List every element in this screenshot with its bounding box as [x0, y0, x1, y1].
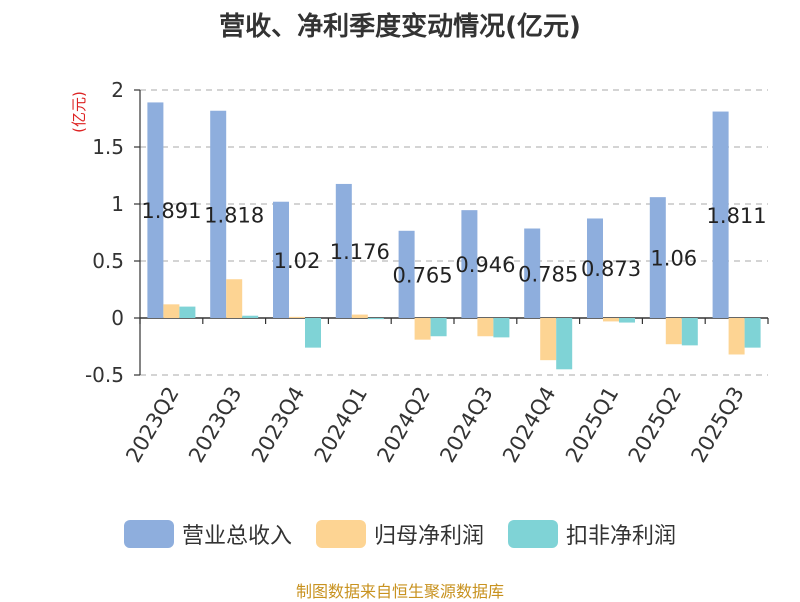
legend: 营业总收入 归母净利润 扣非净利润	[0, 518, 800, 550]
bar-2025Q1-营业总收入	[587, 218, 603, 318]
x-tick-label: 2025Q3	[686, 383, 748, 467]
data-label: 0.946	[455, 253, 515, 277]
bar-2024Q1-扣非净利润	[367, 318, 384, 320]
bar-2023Q3-归母净利润	[226, 279, 243, 318]
bar-2024Q3-扣非净利润	[493, 318, 510, 338]
bar-2024Q3-营业总收入	[461, 210, 478, 318]
bar-layer	[147, 102, 761, 370]
data-label: 1.891	[141, 199, 201, 223]
y-tick-label: 0.5	[92, 249, 124, 273]
data-label: 1.811	[707, 204, 767, 228]
bar-2025Q1-扣非净利润	[619, 318, 635, 323]
bar-2024Q1-营业总收入	[335, 183, 352, 318]
data-label: 1.06	[650, 247, 697, 271]
legend-label: 扣非净利润	[566, 524, 677, 549]
source-note: 制图数据来自恒生聚源数据库	[295, 582, 504, 601]
y-tick-label: -0.5	[85, 363, 124, 387]
x-tick-label: 2023Q2	[121, 383, 183, 467]
bar-2025Q2-扣非净利润	[681, 318, 698, 346]
x-tick-label: 2024Q3	[435, 383, 497, 467]
x-tick-label: 2024Q4	[498, 383, 560, 467]
y-axis-unit-label: (亿元)	[70, 91, 88, 133]
bar-2023Q4-营业总收入	[273, 201, 289, 318]
chart-title: 营收、净利季度变动情况(亿元)	[219, 12, 581, 42]
bar-2024Q2-扣非净利润	[430, 318, 447, 337]
legend-item[interactable]: 扣非净利润	[508, 518, 676, 550]
y-tick-label: 1	[111, 192, 124, 216]
data-label: 1.176	[330, 240, 390, 264]
y-tick-label: 1.5	[92, 135, 124, 159]
legend-swatch	[508, 520, 558, 548]
bar-2024Q2-归母净利润	[414, 318, 431, 340]
bar-2024Q3-归母净利润	[477, 318, 494, 337]
bar-2025Q3-扣非净利润	[744, 318, 761, 348]
x-tick-label: 2024Q1	[310, 383, 372, 467]
legend-label: 营业总收入	[181, 524, 292, 549]
legend-item[interactable]: 归母净利润	[315, 518, 484, 550]
bar-2025Q3-营业总收入	[712, 111, 729, 319]
x-tick-label: 2025Q1	[561, 383, 623, 467]
data-label: 0.765	[393, 263, 453, 287]
bar-2025Q2-营业总收入	[649, 197, 666, 318]
x-tick-label: 2025Q2	[624, 383, 686, 467]
bar-2023Q3-扣非净利润	[242, 315, 259, 318]
data-label: 1.818	[204, 203, 264, 227]
bar-2025Q3-归母净利润	[728, 318, 745, 355]
data-label: 0.873	[581, 257, 641, 281]
legend-label: 归母净利润	[373, 524, 484, 549]
bar-2023Q4-归母净利润	[289, 316, 305, 318]
y-tick-label: 0	[111, 306, 124, 330]
bar-2023Q2-扣非净利润	[179, 306, 196, 318]
y-tick-label: 2	[111, 78, 124, 102]
bar-2023Q4-扣非净利润	[305, 318, 321, 348]
bar-2025Q2-归母净利润	[665, 318, 682, 345]
x-tick-label: 2024Q2	[372, 382, 434, 466]
x-tick-label: 2023Q3	[184, 383, 246, 467]
bar-2025Q1-归母净利润	[603, 318, 619, 322]
legend-swatch	[123, 520, 174, 548]
data-label: 1.02	[274, 249, 321, 273]
bar-2024Q1-归母净利润	[351, 314, 368, 318]
x-tick-label: 2023Q4	[247, 383, 309, 467]
grid-layer	[140, 89, 768, 376]
bar-2023Q3-营业总收入	[210, 110, 227, 318]
legend-item[interactable]: 营业总收入	[123, 518, 292, 550]
data-label: 0.785	[518, 262, 578, 286]
bar-2023Q2-归母净利润	[163, 304, 180, 318]
bar-2024Q4-归母净利润	[540, 318, 557, 361]
bar-2024Q4-扣非净利润	[556, 318, 573, 370]
bar-2024Q4-营业总收入	[524, 228, 541, 318]
bar-2023Q2-营业总收入	[147, 102, 164, 319]
bar-2024Q2-营业总收入	[398, 230, 415, 318]
legend-swatch	[315, 520, 366, 548]
